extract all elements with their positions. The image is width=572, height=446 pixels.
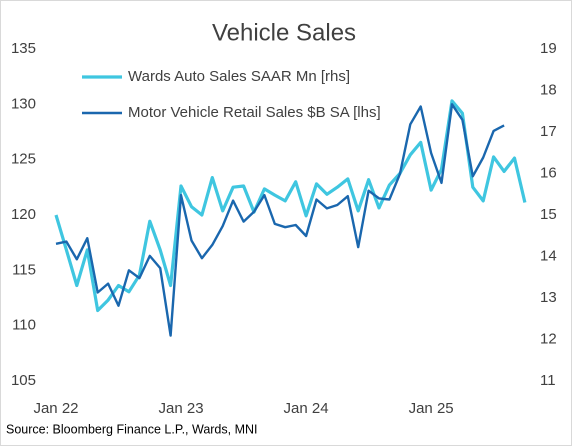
y-tick-label: 125 <box>11 151 36 168</box>
y2-tick-label: 15 <box>540 206 557 223</box>
y2-tick-label: 16 <box>540 164 557 181</box>
source-note: Source: Bloomberg Finance L.P., Wards, M… <box>6 422 258 436</box>
x-tick-label: Jan 24 <box>284 400 329 417</box>
y-tick-label: 130 <box>11 95 36 112</box>
legend-label: Wards Auto Sales SAAR Mn [rhs] <box>128 68 350 85</box>
y2-tick-label: 17 <box>540 123 557 140</box>
x-tick-label: Jan 25 <box>409 400 454 417</box>
y2-tick-label: 13 <box>540 289 557 306</box>
chart-title: Vehicle Sales <box>212 19 356 46</box>
x-tick-label: Jan 22 <box>33 400 78 417</box>
y2-tick-label: 12 <box>540 330 557 347</box>
y2-tick-label: 14 <box>540 247 557 264</box>
y2-tick-label: 19 <box>540 40 557 57</box>
y-tick-label: 105 <box>11 372 36 389</box>
y-tick-label: 120 <box>11 206 36 223</box>
y-tick-label: 135 <box>11 40 36 57</box>
x-tick-label: Jan 23 <box>159 400 204 417</box>
y2-tick-label: 11 <box>540 372 556 389</box>
series-line <box>55 103 505 337</box>
y2-tick-label: 18 <box>540 81 557 98</box>
y-tick-label: 110 <box>12 317 36 334</box>
legend-label: Motor Vehicle Retail Sales $B SA [lhs] <box>128 104 381 121</box>
y-tick-label: 115 <box>12 261 36 278</box>
